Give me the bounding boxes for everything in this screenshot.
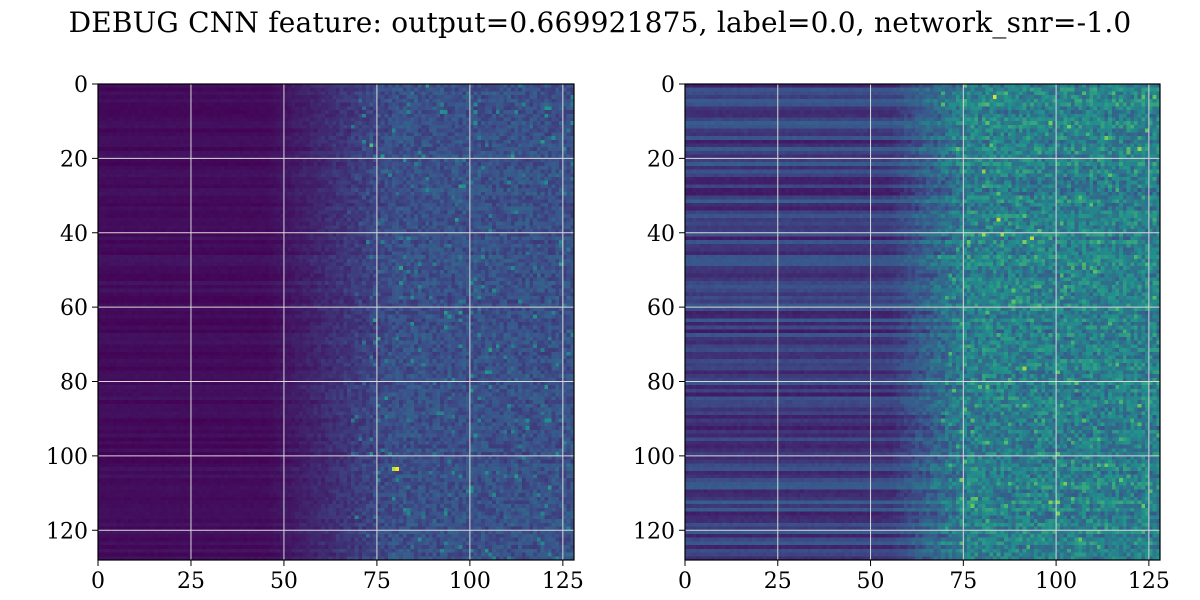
y-tick-label: 80 (60, 371, 88, 396)
x-tick-label: 50 (270, 569, 298, 594)
heatmap-image (685, 84, 1160, 560)
x-tick-label: 0 (91, 569, 105, 594)
x-tick-label: 125 (1128, 569, 1170, 594)
y-tick-label: 20 (647, 147, 675, 172)
x-tick-label: 75 (949, 569, 977, 594)
y-tick-label: 40 (647, 222, 675, 247)
x-tick-label: 50 (857, 569, 885, 594)
heatmap-image (98, 84, 574, 560)
y-tick-label: 60 (60, 296, 88, 321)
x-tick-label: 100 (1035, 569, 1077, 594)
x-tick-label: 0 (678, 569, 692, 594)
y-tick-label: 40 (60, 222, 88, 247)
x-tick-label: 100 (449, 569, 491, 594)
x-tick-label: 25 (764, 569, 792, 594)
y-tick-label: 60 (647, 296, 675, 321)
y-tick-label: 20 (60, 147, 88, 172)
heatmap-panel-right: 0 25 50 75 100 125 0 20 40 60 80 100 120 (633, 73, 1170, 594)
y-tick-label: 0 (74, 73, 88, 98)
y-tick-label: 100 (633, 445, 675, 470)
x-tick-label: 75 (363, 569, 391, 594)
y-tick-label: 0 (661, 73, 675, 98)
y-tick-label: 120 (46, 519, 88, 544)
x-tick-label: 125 (542, 569, 584, 594)
x-tick-label: 25 (177, 569, 205, 594)
heatmap-panel-left: 0 25 50 75 100 125 0 20 40 60 80 100 120 (46, 73, 584, 594)
y-tick-label: 120 (633, 519, 675, 544)
y-tick-label: 80 (647, 371, 675, 396)
y-tick-label: 100 (46, 445, 88, 470)
